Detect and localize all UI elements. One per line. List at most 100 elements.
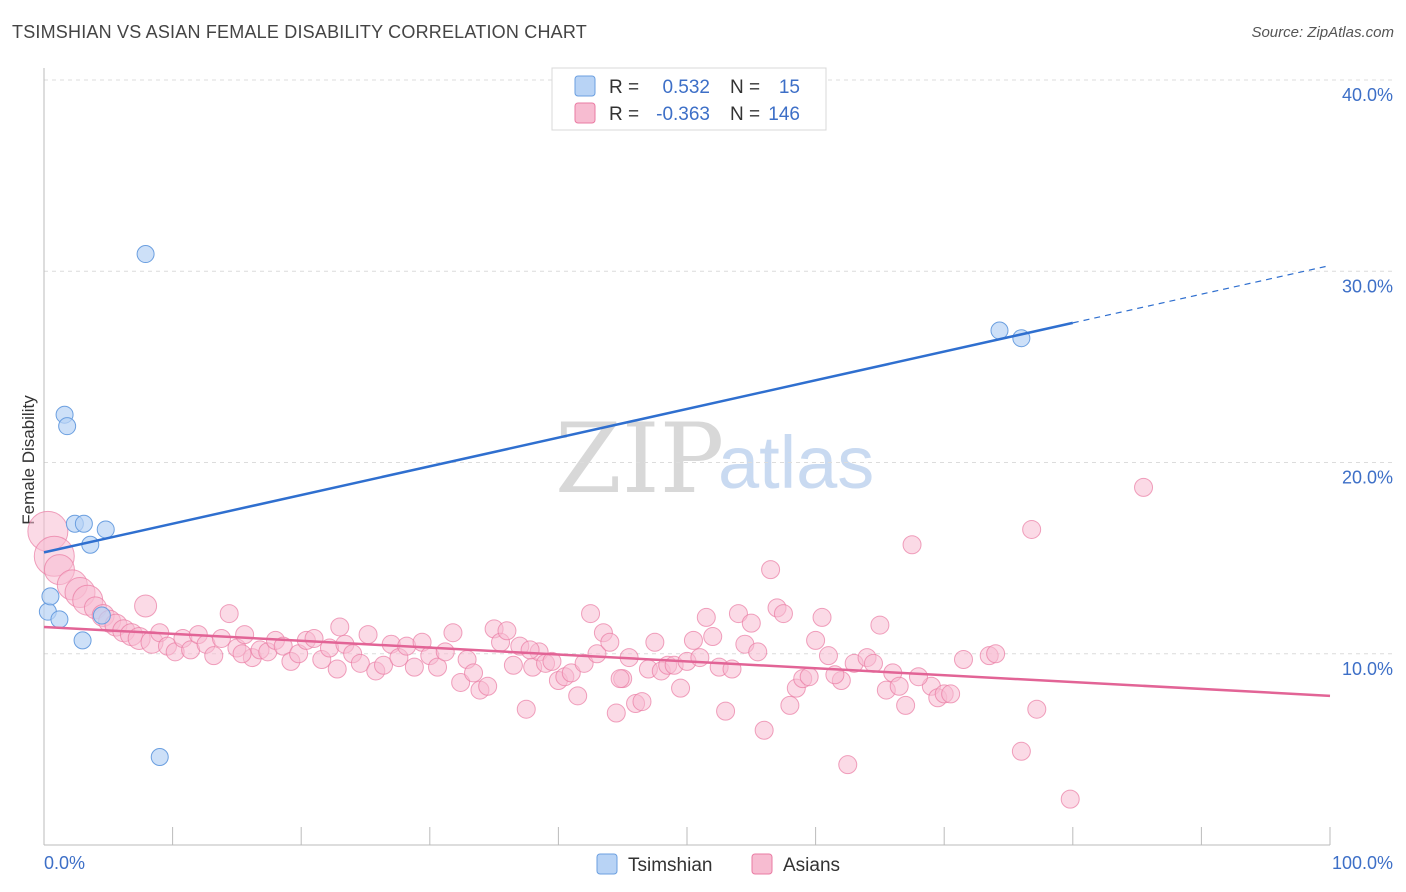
legend-n-value-1: 15 <box>779 77 800 98</box>
tsimshian-point-8 <box>96 520 115 539</box>
legend-box <box>551 67 827 131</box>
asians-point-122 <box>902 535 922 555</box>
legend-r-label-2: R = <box>609 104 639 125</box>
asians-point-133 <box>1060 789 1080 809</box>
asians-point-126 <box>941 684 961 704</box>
asians-point-90 <box>683 630 703 650</box>
source-label: Source: ZipAtlas.com <box>1251 24 1394 41</box>
legend-swatch-asians <box>574 102 596 124</box>
asians-point-113 <box>838 755 858 775</box>
watermark: ZIP atlas <box>555 403 874 515</box>
asians-point-140 <box>232 644 252 664</box>
asians-point-104 <box>773 604 793 624</box>
legend-r-value-1: 0.532 <box>662 77 710 98</box>
tsimshian-point-2 <box>50 610 69 629</box>
tsimshian-point-11 <box>150 748 169 767</box>
asians-point-56 <box>464 663 484 683</box>
tsimshian-point-12 <box>990 321 1009 340</box>
asians-point-93 <box>703 627 723 647</box>
asians-point-26 <box>235 625 255 645</box>
trend-lines <box>43 264 1331 698</box>
asians-point-78 <box>606 703 626 723</box>
asians-point-72 <box>568 686 588 706</box>
asians-point-130 <box>1011 741 1031 761</box>
asians-point-42 <box>358 625 378 645</box>
asians-point-88 <box>671 678 691 698</box>
tsimshian-point-6 <box>74 514 93 533</box>
bottom-legend-swatch-asians <box>751 853 773 875</box>
asians-point-138 <box>520 640 540 660</box>
asians-point-74 <box>581 604 601 624</box>
asians-point-38 <box>327 659 347 679</box>
legend-swatch-tsimshian <box>574 75 596 97</box>
asians-point-31 <box>273 636 293 656</box>
asians-point-134 <box>1134 477 1154 497</box>
bottom-legend-asians: Asians <box>783 855 840 876</box>
tsimshian-point-14 <box>92 606 111 625</box>
tsimshian-point-4 <box>58 417 77 436</box>
asians-point-68 <box>542 651 562 671</box>
y-axis-label: Female Disability <box>19 395 38 525</box>
asians-point-48 <box>404 657 424 677</box>
axes <box>43 68 1331 846</box>
asians-trend-line <box>43 625 1331 698</box>
gridlines <box>44 79 1392 655</box>
asians-point-117 <box>870 615 890 635</box>
x-tick-label-1: 100.0% <box>1332 853 1393 873</box>
bottom-legend: Tsimshian Asians <box>596 853 840 876</box>
tsimshian-trend-extension <box>1072 264 1331 324</box>
y-tick-label-2: 30.0% <box>1342 276 1393 296</box>
chart-title: TSIMSHIAN VS ASIAN FEMALE DISABILITY COR… <box>12 22 587 42</box>
asians-point-84 <box>645 632 665 652</box>
asians-point-24 <box>219 604 239 624</box>
asians-point-129 <box>986 644 1006 664</box>
asians-point-51 <box>428 657 448 677</box>
asians-point-22 <box>204 646 224 666</box>
tsimshian-point-9 <box>73 631 92 650</box>
asians-point-73 <box>574 653 594 673</box>
tsimshian-points <box>38 245 1031 767</box>
bottom-legend-swatch-tsimshian <box>596 853 618 875</box>
asians-point-105 <box>780 695 800 715</box>
asians-point-127 <box>953 649 973 669</box>
asians-point-91 <box>690 648 710 668</box>
watermark-zip: ZIP <box>555 403 724 515</box>
asians-point-52 <box>435 642 455 662</box>
asians-point-13 <box>134 594 158 618</box>
asians-point-64 <box>516 699 536 719</box>
asians-point-121 <box>896 695 916 715</box>
x-tick-label-0: 0.0% <box>44 853 85 873</box>
legend-r-label-1: R = <box>609 77 639 98</box>
asians-points <box>27 477 1154 809</box>
asians-point-95 <box>716 701 736 721</box>
legend-n-label-2: N = <box>730 104 760 125</box>
asians-point-44 <box>374 655 394 675</box>
asians-point-102 <box>761 560 781 580</box>
asians-point-58 <box>478 676 498 696</box>
asians-point-137 <box>610 669 630 689</box>
y-tick-labels: 10.0% 20.0% 30.0% 40.0% <box>1342 85 1393 679</box>
tsimshian-point-1 <box>41 587 60 606</box>
asians-point-139 <box>330 617 350 637</box>
asians-point-53 <box>443 623 463 643</box>
asians-point-101 <box>754 720 774 740</box>
asians-point-99 <box>741 613 761 633</box>
asians-point-41 <box>350 653 370 673</box>
asians-point-131 <box>1022 519 1042 539</box>
tsimshian-point-7 <box>81 535 100 554</box>
y-tick-label-3: 40.0% <box>1342 85 1393 105</box>
asians-point-92 <box>696 607 716 627</box>
legend: R = 0.532 N = 15 R = -0.363 N = 146 <box>551 67 827 131</box>
legend-n-label-1: N = <box>730 77 760 98</box>
tsimshian-point-10 <box>136 245 155 264</box>
legend-n-value-2: 146 <box>768 104 800 125</box>
asians-point-110 <box>812 607 832 627</box>
legend-r-value-2: -0.363 <box>656 104 710 125</box>
y-tick-label-1: 20.0% <box>1342 468 1393 488</box>
asians-point-120 <box>889 676 909 696</box>
asians-point-116 <box>863 653 883 673</box>
bottom-legend-tsimshian: Tsimshian <box>628 855 712 876</box>
asians-point-109 <box>806 630 826 650</box>
asians-point-82 <box>632 692 652 712</box>
